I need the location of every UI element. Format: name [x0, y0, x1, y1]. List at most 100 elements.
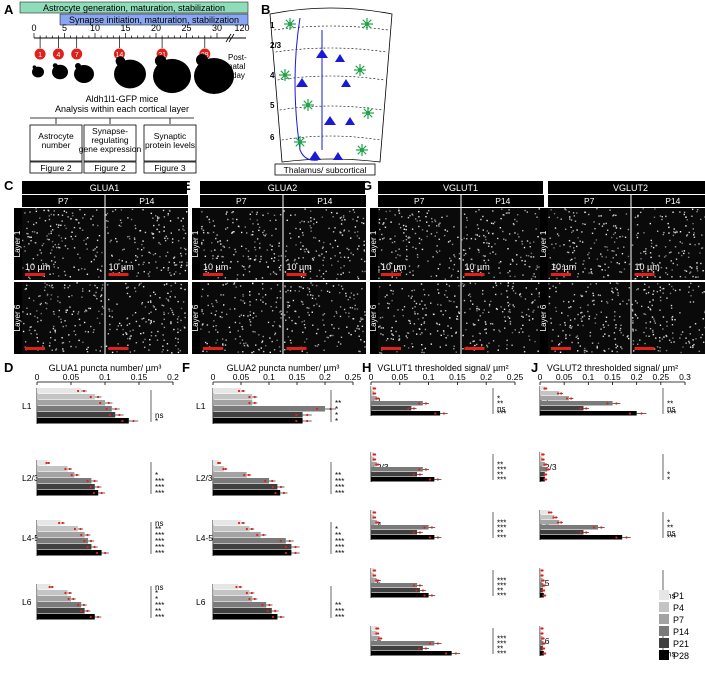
puncta [505, 212, 508, 214]
puncta [422, 308, 424, 310]
puncta [149, 252, 152, 254]
puncta [215, 237, 217, 240]
data-point [379, 637, 383, 640]
puncta [280, 317, 282, 319]
puncta [499, 272, 501, 274]
scale-bar [286, 273, 307, 276]
data-point [579, 531, 582, 534]
puncta [334, 227, 336, 229]
puncta [588, 257, 590, 259]
puncta [175, 271, 177, 273]
puncta [167, 212, 169, 215]
puncta [521, 243, 524, 245]
puncta [278, 324, 281, 327]
puncta [532, 256, 535, 258]
puncta [255, 213, 258, 216]
puncta [514, 275, 516, 278]
mouse-icon [114, 59, 146, 89]
x-tick-label: 0.05 [63, 372, 80, 382]
puncta [89, 284, 91, 286]
puncta [48, 215, 50, 217]
bar [37, 538, 88, 544]
puncta [702, 269, 704, 272]
puncta [343, 308, 346, 311]
puncta [299, 221, 301, 224]
data-point [80, 609, 83, 613]
puncta [72, 215, 74, 217]
puncta [379, 238, 381, 241]
astrocyte-icon [356, 144, 368, 156]
puncta [508, 310, 510, 313]
puncta [509, 263, 512, 266]
puncta [149, 322, 152, 325]
puncta [409, 320, 411, 322]
puncta [233, 282, 236, 284]
puncta [358, 350, 360, 352]
puncta [57, 243, 60, 246]
puncta [596, 347, 598, 349]
puncta [217, 241, 219, 243]
puncta [279, 311, 281, 313]
puncta [556, 270, 558, 272]
puncta [481, 344, 483, 346]
puncta [249, 265, 251, 267]
data-point [83, 539, 86, 543]
puncta [478, 332, 481, 335]
puncta [514, 329, 516, 331]
puncta [44, 286, 47, 288]
puncta [397, 254, 399, 256]
puncta [590, 271, 593, 273]
puncta [32, 263, 34, 266]
puncta [664, 246, 667, 248]
puncta [638, 264, 640, 266]
mouse-ear [154, 55, 167, 67]
data-point [99, 401, 102, 405]
puncta [165, 283, 168, 285]
puncta [603, 326, 605, 329]
puncta [456, 315, 459, 318]
neuron-icon [309, 151, 321, 160]
puncta [262, 231, 264, 234]
timeline-tick-label: 5 [62, 23, 67, 33]
bar [371, 631, 377, 636]
puncta [391, 299, 393, 302]
legend-label: P7 [673, 615, 684, 625]
puncta [445, 337, 447, 339]
puncta [134, 287, 136, 289]
puncta [405, 225, 407, 227]
puncta [692, 275, 694, 278]
timeline-tick-label: 10 [90, 23, 100, 33]
puncta [409, 214, 411, 217]
data-point [58, 521, 61, 525]
puncta [150, 311, 152, 313]
puncta [130, 261, 133, 264]
puncta [466, 219, 468, 222]
puncta [443, 333, 445, 335]
scale-bar [381, 273, 401, 276]
puncta [620, 271, 623, 273]
puncta [98, 276, 100, 278]
puncta [606, 246, 608, 248]
data-point [279, 539, 282, 543]
puncta [417, 318, 420, 320]
puncta [204, 341, 207, 344]
puncta [264, 294, 267, 296]
puncta [685, 216, 687, 218]
puncta [270, 287, 272, 290]
puncta [168, 261, 171, 263]
puncta [291, 319, 293, 322]
puncta [74, 235, 77, 237]
scale-bar-label: 10 µm [287, 262, 312, 272]
puncta [484, 236, 487, 238]
puncta [503, 214, 506, 216]
puncta [289, 339, 292, 342]
puncta [62, 348, 64, 350]
puncta [361, 288, 363, 290]
puncta [118, 263, 121, 265]
puncta [87, 237, 89, 239]
puncta [118, 259, 121, 261]
puncta [63, 287, 66, 289]
puncta [298, 286, 301, 288]
significance-label: ns [667, 650, 675, 659]
puncta [462, 334, 464, 337]
